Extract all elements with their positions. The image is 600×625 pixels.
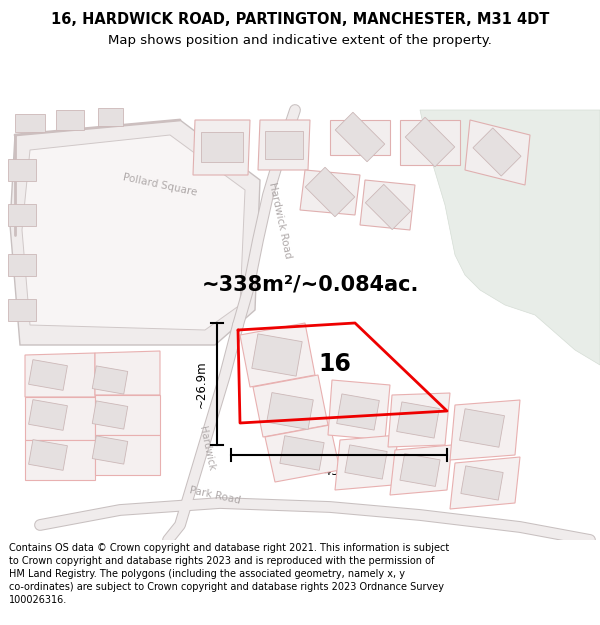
- Polygon shape: [360, 180, 415, 230]
- Polygon shape: [420, 110, 600, 365]
- Bar: [8, 254, 36, 276]
- Bar: [92, 366, 128, 394]
- Bar: [92, 401, 128, 429]
- Polygon shape: [388, 393, 450, 447]
- Text: Pollard Square: Pollard Square: [122, 173, 198, 198]
- Bar: [29, 439, 67, 471]
- Bar: [345, 445, 387, 479]
- Polygon shape: [335, 435, 398, 490]
- Bar: [97, 108, 122, 126]
- Polygon shape: [95, 395, 160, 435]
- Bar: [365, 184, 410, 229]
- Bar: [252, 334, 302, 376]
- Polygon shape: [265, 425, 340, 482]
- Polygon shape: [450, 400, 520, 460]
- Bar: [337, 394, 379, 430]
- Text: Contains OS data © Crown copyright and database right 2021. This information is : Contains OS data © Crown copyright and d…: [9, 542, 449, 606]
- Text: Map shows position and indicative extent of the property.: Map shows position and indicative extent…: [108, 34, 492, 47]
- Polygon shape: [300, 170, 360, 215]
- Bar: [201, 132, 243, 162]
- Polygon shape: [390, 445, 452, 495]
- Polygon shape: [240, 323, 315, 387]
- Text: ~338m²/~0.084ac.: ~338m²/~0.084ac.: [202, 275, 419, 295]
- Bar: [92, 436, 128, 464]
- Polygon shape: [25, 397, 95, 440]
- Bar: [473, 128, 521, 176]
- Bar: [8, 204, 36, 226]
- Bar: [335, 112, 385, 162]
- Text: Hardwick: Hardwick: [197, 425, 217, 471]
- Bar: [461, 466, 503, 500]
- Bar: [305, 168, 355, 217]
- Text: ~43.4m: ~43.4m: [315, 465, 363, 478]
- Polygon shape: [25, 440, 95, 480]
- Polygon shape: [465, 120, 530, 185]
- Text: Hardwick Road: Hardwick Road: [267, 181, 293, 259]
- Polygon shape: [328, 380, 390, 440]
- Bar: [460, 409, 505, 447]
- Text: 16, HARDWICK ROAD, PARTINGTON, MANCHESTER, M31 4DT: 16, HARDWICK ROAD, PARTINGTON, MANCHESTE…: [51, 12, 549, 27]
- Text: ~26.9m: ~26.9m: [195, 360, 208, 408]
- Polygon shape: [95, 351, 160, 395]
- Bar: [280, 436, 324, 470]
- Bar: [8, 299, 36, 321]
- Polygon shape: [10, 120, 260, 345]
- Polygon shape: [22, 135, 245, 330]
- Bar: [56, 110, 84, 130]
- Bar: [405, 118, 455, 167]
- Text: Park Road: Park Road: [188, 485, 241, 505]
- Bar: [29, 359, 67, 391]
- Bar: [397, 402, 439, 438]
- Polygon shape: [258, 120, 310, 170]
- Bar: [15, 114, 45, 132]
- Bar: [267, 392, 313, 429]
- Bar: [29, 399, 67, 431]
- Polygon shape: [193, 120, 250, 175]
- Polygon shape: [25, 353, 95, 397]
- Polygon shape: [95, 435, 160, 475]
- Polygon shape: [450, 457, 520, 509]
- Text: 16: 16: [319, 352, 352, 376]
- Polygon shape: [253, 375, 328, 437]
- Bar: [8, 159, 36, 181]
- Polygon shape: [400, 120, 460, 165]
- Bar: [265, 131, 303, 159]
- Bar: [400, 454, 440, 486]
- Polygon shape: [330, 120, 390, 155]
